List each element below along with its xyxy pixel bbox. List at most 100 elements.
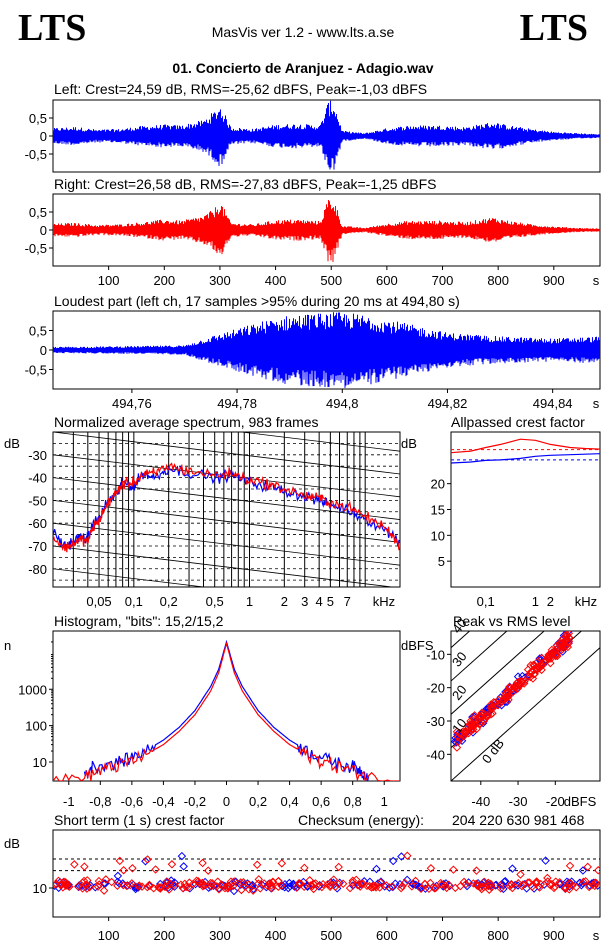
shortcrest-point-right (163, 881, 173, 890)
histogram-xtick-label: -0,4 (152, 794, 174, 809)
peakrms-point-right (513, 684, 523, 693)
shortcrest-point-right (115, 856, 125, 866)
right-waveform (53, 199, 600, 262)
peakrms-point-right (552, 641, 562, 650)
shortcrest-point-right (451, 883, 460, 893)
shortcrest-point-right (224, 882, 233, 891)
peakrms-point-right (468, 725, 478, 734)
shortcrest-point-right (426, 864, 436, 873)
peakrms-point-right (474, 718, 483, 727)
histogram-xtick-label: -0,2 (184, 794, 206, 809)
shortcrest-point-right (274, 876, 283, 886)
shortcrest-point-right (357, 879, 366, 889)
peakrms-point-right (461, 728, 470, 737)
peakrms-point-right (564, 637, 574, 646)
shortcrest-point-right (236, 878, 245, 887)
allpass-ylabel: dB (401, 436, 417, 451)
histogram-xtick-label: 1 (381, 794, 388, 809)
histogram-frame (52, 630, 401, 782)
peakrms-xtick-label: -30 (509, 794, 528, 809)
shortcrest-point-right (62, 879, 72, 889)
shortcrest-point-right (296, 879, 305, 889)
shortcrest-ylabel: dB (4, 836, 20, 851)
shortcrest-point-right (127, 879, 137, 888)
peakrms-point-right (470, 711, 479, 720)
shortcrest-point-left (177, 851, 187, 861)
spectrum-xtick-label: 0,1 (125, 594, 143, 609)
shortcrest-point-right (331, 882, 340, 891)
shortcrest-point-right (555, 877, 564, 887)
peakrms-ytick-label: -10 (426, 647, 445, 662)
shortcrest-point-right (420, 879, 430, 889)
loudest-xtick-label: 494,84 (533, 396, 573, 411)
left-ytick-label: 0,5 (29, 111, 47, 126)
histogram-xtick-label: -1 (63, 794, 75, 809)
checksum-value: 204 220 630 981 468 (452, 812, 585, 828)
loudest-waveform (53, 312, 600, 388)
shortcrest-point-right (496, 884, 506, 893)
histogram-xtick-label: -0,8 (89, 794, 111, 809)
peakrms-ylabel: dBFS (401, 638, 434, 653)
peakrms-point-right (452, 743, 462, 752)
peakrms-crest-label: 30 (449, 649, 470, 670)
spectrum-ytick-label: -70 (28, 539, 47, 554)
loudest-xtick-label: 494,78 (217, 396, 257, 411)
shortcrest-point-right (338, 879, 348, 889)
shortcrest-point-right (294, 879, 304, 888)
shortcrest-point-right (178, 883, 188, 893)
peakrms-xunit: dBFS (564, 794, 597, 809)
peakrms-point-right (499, 694, 508, 703)
shortcrest-point-right (164, 885, 174, 894)
shortcrest-point-right (65, 882, 74, 892)
right-xtick-label: 600 (376, 273, 398, 288)
shortcrest-point-right (472, 866, 481, 875)
shortcrest-point-right (407, 882, 417, 891)
shortcrest-frame (52, 829, 601, 918)
spectrum-ytick-label: -50 (28, 493, 47, 508)
shortcrest-point-right (268, 877, 278, 887)
shortcrest-point-right (345, 883, 355, 893)
allpass-series-1 (450, 453, 601, 464)
allpass-ytick-label: 15 (431, 503, 445, 518)
allpass-series-0 (450, 438, 601, 454)
spectrum-xtick-label: 4 (316, 594, 323, 609)
shortcrest-point-left (372, 864, 381, 874)
shortcrest-point-right (99, 886, 109, 895)
peakrms-point-right (546, 658, 555, 668)
shortcrest-point-right (329, 875, 338, 884)
shortcrest-point-right (70, 860, 79, 869)
shortcrest-point-right (213, 877, 223, 886)
allpass-title: Allpassed crest factor (451, 414, 585, 430)
spectrum-xtick-label: 3 (301, 594, 308, 609)
loudest-ytick-label: 0 (40, 343, 47, 358)
shortcrest-xtick-label: 400 (265, 928, 287, 943)
shortcrest-xtick-label: 200 (153, 928, 175, 943)
shortcrest-point-right (143, 855, 152, 864)
shortcrest-point-right (387, 882, 397, 891)
shortcrest-point-left (501, 876, 510, 886)
shortcrest-point-right (220, 883, 230, 893)
histogram-xtick-label: 0,2 (249, 794, 267, 809)
shortcrest-point-right (334, 862, 343, 872)
spectrum-grid (53, 432, 400, 587)
right-xtick-label: 700 (432, 273, 454, 288)
histogram-ytick-label: 10 (33, 755, 47, 770)
shortcrest-xtick-label: 300 (209, 928, 231, 943)
allpass-xunit: kHz (575, 594, 597, 609)
shortcrest-point-right (593, 866, 600, 875)
shortcrest-title: Short term (1 s) crest factor (54, 812, 225, 828)
shortcrest-point-right (396, 883, 406, 893)
shortcrest-xtick-label: 700 (432, 928, 454, 943)
shortcrest-point-right (400, 878, 410, 888)
left-wave (53, 100, 600, 170)
loudest-ytick-label: 0,5 (29, 324, 47, 339)
shortcrest-point-right (550, 882, 560, 891)
shortcrest-point-right (113, 881, 122, 890)
right-xtick-label: 300 (209, 273, 231, 288)
shortcrest-point-right (566, 879, 575, 888)
shortcrest-point-right (80, 862, 89, 871)
allpass-xtick-label: 1 (532, 594, 539, 609)
spectrum-xtick-label: 5 (327, 594, 334, 609)
allpass-ytick-label: 10 (431, 528, 445, 543)
peakrms-point-right (477, 708, 487, 717)
